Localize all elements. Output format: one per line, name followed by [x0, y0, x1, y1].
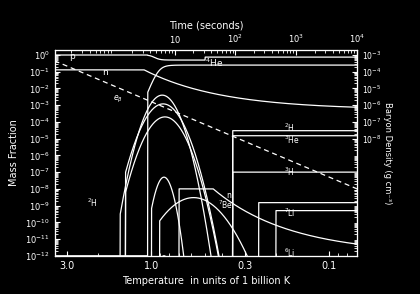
Y-axis label: Baryon Density (g cm⁻³): Baryon Density (g cm⁻³): [383, 102, 392, 204]
Text: p: p: [69, 52, 75, 61]
Text: n: n: [102, 68, 108, 77]
Text: $^4$He: $^4$He: [205, 56, 223, 69]
Text: $^3$H: $^3$H: [284, 166, 295, 178]
Y-axis label: Mass Fraction: Mass Fraction: [10, 119, 19, 186]
Text: $^2$H: $^2$H: [284, 122, 295, 134]
Text: $^6$Li: $^6$Li: [284, 247, 295, 259]
Text: $^7$Li: $^7$Li: [284, 207, 295, 219]
Text: n: n: [226, 191, 231, 200]
Text: $^3$He: $^3$He: [284, 133, 300, 146]
Text: $^2$H: $^2$H: [87, 197, 98, 209]
X-axis label: Time (seconds): Time (seconds): [168, 21, 243, 31]
X-axis label: Temperature  in units of 1 billion K: Temperature in units of 1 billion K: [122, 276, 290, 286]
Text: $e_\beta$: $e_\beta$: [113, 93, 123, 105]
Text: $^7$Be: $^7$Be: [218, 199, 234, 211]
